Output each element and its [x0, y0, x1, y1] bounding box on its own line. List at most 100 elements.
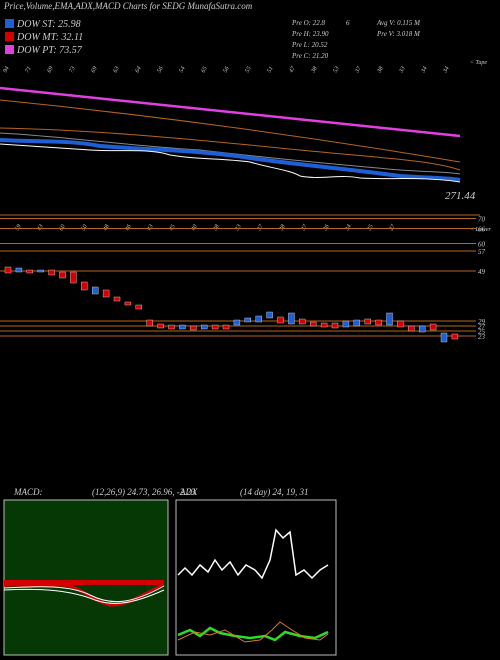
macd-label: MACD: — [13, 487, 43, 497]
legend-label: DOW PT: 73.57 — [16, 45, 83, 56]
top-tick: 34 — [441, 65, 451, 75]
candle-body — [168, 324, 175, 330]
candle-body — [277, 316, 284, 324]
top-tick: 64 — [134, 65, 143, 74]
adx-label: ADX — [179, 487, 198, 497]
candle-body — [146, 319, 153, 327]
upper-tag: < Tape — [470, 60, 487, 66]
candle-body — [81, 281, 88, 291]
candle-body — [37, 269, 44, 273]
mid-tick: 43 — [36, 223, 45, 232]
top-tick: 33 — [398, 66, 407, 75]
legend-swatch — [5, 19, 14, 28]
top-tick: 53 — [333, 66, 341, 74]
candle-body — [222, 324, 230, 330]
candle-body — [397, 320, 404, 328]
candle-body — [4, 266, 12, 274]
mid-tick: 37 — [300, 223, 309, 233]
candle-body — [233, 319, 241, 326]
candle-body — [440, 332, 448, 343]
candle-body — [48, 269, 55, 276]
top-tick: 63 — [113, 66, 121, 74]
candle-body — [266, 311, 273, 319]
info-text: Avg V: 0.115 M — [376, 19, 421, 27]
top-tick: 56 — [157, 66, 165, 74]
candle-body — [288, 312, 295, 325]
top-tick: 51 — [267, 66, 275, 74]
level-label: 49 — [478, 268, 486, 276]
top-tick: 47 — [288, 64, 298, 74]
top-tick: 94 — [2, 65, 11, 74]
mid-tick: 40 — [190, 223, 199, 232]
lower-tag: < Lower — [470, 227, 492, 233]
mid-tick: 27 — [389, 223, 398, 232]
candle-body — [451, 333, 459, 340]
candle-body — [102, 289, 110, 298]
candle-body — [124, 301, 132, 306]
candle-body — [342, 320, 350, 328]
candle-body — [310, 321, 317, 327]
macd-panel — [3, 499, 169, 656]
price-label: 271.44 — [445, 190, 476, 202]
adx-panel — [175, 499, 337, 656]
top-tick: 55 — [245, 66, 253, 74]
level-label: 25 — [478, 328, 486, 336]
info-text: Pre H: 23.90 — [291, 30, 329, 38]
info-text: Pre V: 3.018 M — [376, 30, 421, 38]
top-tick: 38 — [376, 66, 385, 75]
info-text: Pre C: 21.20 — [291, 52, 329, 60]
candle-body — [375, 319, 382, 326]
candle-body — [255, 315, 262, 323]
top-tick: 54 — [178, 65, 187, 74]
candle-body — [211, 324, 219, 330]
candle-body — [364, 318, 371, 325]
title: Price,Volume,EMA,ADX,MACD Charts for SED… — [3, 1, 253, 11]
mid-tick: 60 — [59, 224, 67, 232]
candle-body — [91, 286, 99, 295]
candle-body — [386, 312, 393, 326]
top-tick: 69 — [47, 66, 55, 74]
adx-params: (14 day) 24, 19, 31 — [240, 487, 309, 497]
candle-body — [135, 304, 143, 310]
level-label: 60 — [478, 241, 486, 249]
candle-body — [59, 271, 66, 279]
candle-body — [429, 323, 437, 331]
mid-tick: 59 — [15, 224, 23, 232]
candle-body — [320, 322, 328, 328]
top-tick: 73 — [69, 66, 77, 74]
candle-body — [15, 267, 23, 273]
candle-body — [299, 318, 306, 325]
top-tick: 69 — [91, 66, 99, 74]
legend-label: DOW ST: 25.98 — [16, 19, 81, 30]
candle-body — [190, 325, 197, 331]
top-tick: 34 — [419, 65, 429, 75]
legend-label: DOW MT: 32.11 — [16, 32, 83, 43]
macd-lines — [3, 580, 165, 607]
mid-tick: 48 — [102, 223, 111, 232]
level-label: 57 — [478, 248, 486, 256]
level-label: 70 — [478, 216, 486, 224]
info-text: Pre L: 20.52 — [291, 41, 328, 49]
level-label: 27 — [478, 323, 486, 331]
candle-body — [419, 325, 426, 333]
top-tick: 37 — [354, 65, 363, 75]
level-label: 23 — [478, 333, 486, 341]
mid-tick: 45 — [168, 223, 177, 232]
top-tick: 38 — [310, 66, 319, 75]
mid-tick: 37 — [256, 223, 265, 233]
candle-body — [70, 271, 77, 284]
adx-lines — [177, 528, 329, 643]
mid-tick: 46 — [124, 223, 133, 232]
candle-body — [408, 325, 415, 332]
legend-swatch — [5, 45, 14, 54]
mid-tick: 50 — [81, 224, 89, 232]
top-tick: 71 — [25, 66, 33, 74]
level-label: 29 — [478, 318, 486, 326]
top-tick: 65 — [201, 66, 209, 74]
candle-body — [200, 324, 208, 330]
mid-tick: 43 — [146, 223, 155, 232]
indicator-lines — [0, 86, 480, 216]
candle-body — [179, 324, 186, 330]
candle-body — [331, 322, 339, 329]
